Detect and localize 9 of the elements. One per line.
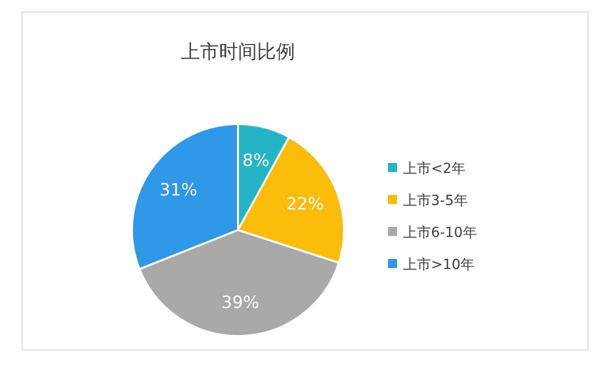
data-label: 22% [286, 194, 324, 214]
legend-label: 上市6-10年 [403, 224, 477, 241]
data-label: 39% [221, 292, 260, 313]
chart-title: 上市时间比例 [181, 41, 295, 63]
legend-label: 上市3-5年 [403, 192, 468, 209]
legend-label: 上市>10年 [403, 256, 475, 273]
data-label: 8% [242, 151, 270, 172]
data-label: 31% [159, 180, 198, 200]
legend-label: 上市<2年 [403, 160, 466, 177]
